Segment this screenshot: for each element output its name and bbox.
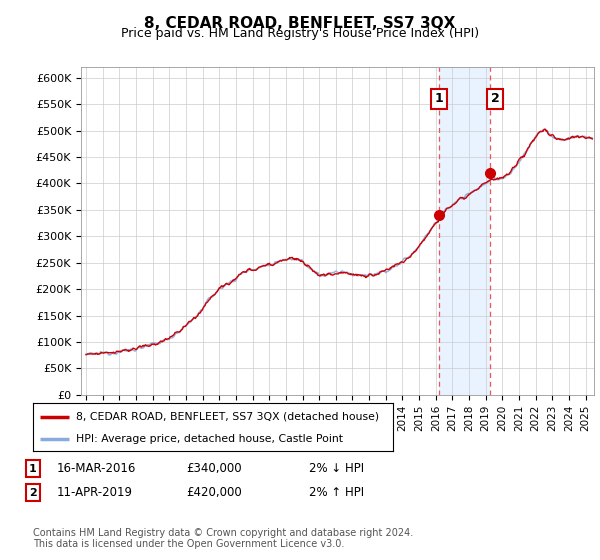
Text: 2% ↑ HPI: 2% ↑ HPI [309, 486, 364, 500]
Text: HPI: Average price, detached house, Castle Point: HPI: Average price, detached house, Cast… [76, 434, 343, 444]
Text: 8, CEDAR ROAD, BENFLEET, SS7 3QX (detached house): 8, CEDAR ROAD, BENFLEET, SS7 3QX (detach… [76, 412, 379, 422]
Bar [439, 67, 490, 395]
Text: 2: 2 [491, 92, 499, 105]
Text: 1: 1 [29, 464, 37, 474]
Text: Contains HM Land Registry data © Crown copyright and database right 2024.
This d: Contains HM Land Registry data © Crown c… [33, 528, 413, 549]
Text: Price paid vs. HM Land Registry's House Price Index (HPI): Price paid vs. HM Land Registry's House … [121, 27, 479, 40]
Text: 2: 2 [29, 488, 37, 498]
Text: 2% ↓ HPI: 2% ↓ HPI [309, 462, 364, 475]
Text: £340,000: £340,000 [186, 462, 242, 475]
Text: 1: 1 [435, 92, 443, 105]
Text: £420,000: £420,000 [186, 486, 242, 500]
Text: 11-APR-2019: 11-APR-2019 [57, 486, 133, 500]
Text: 8, CEDAR ROAD, BENFLEET, SS7 3QX: 8, CEDAR ROAD, BENFLEET, SS7 3QX [145, 16, 455, 31]
Text: 16-MAR-2016: 16-MAR-2016 [57, 462, 136, 475]
